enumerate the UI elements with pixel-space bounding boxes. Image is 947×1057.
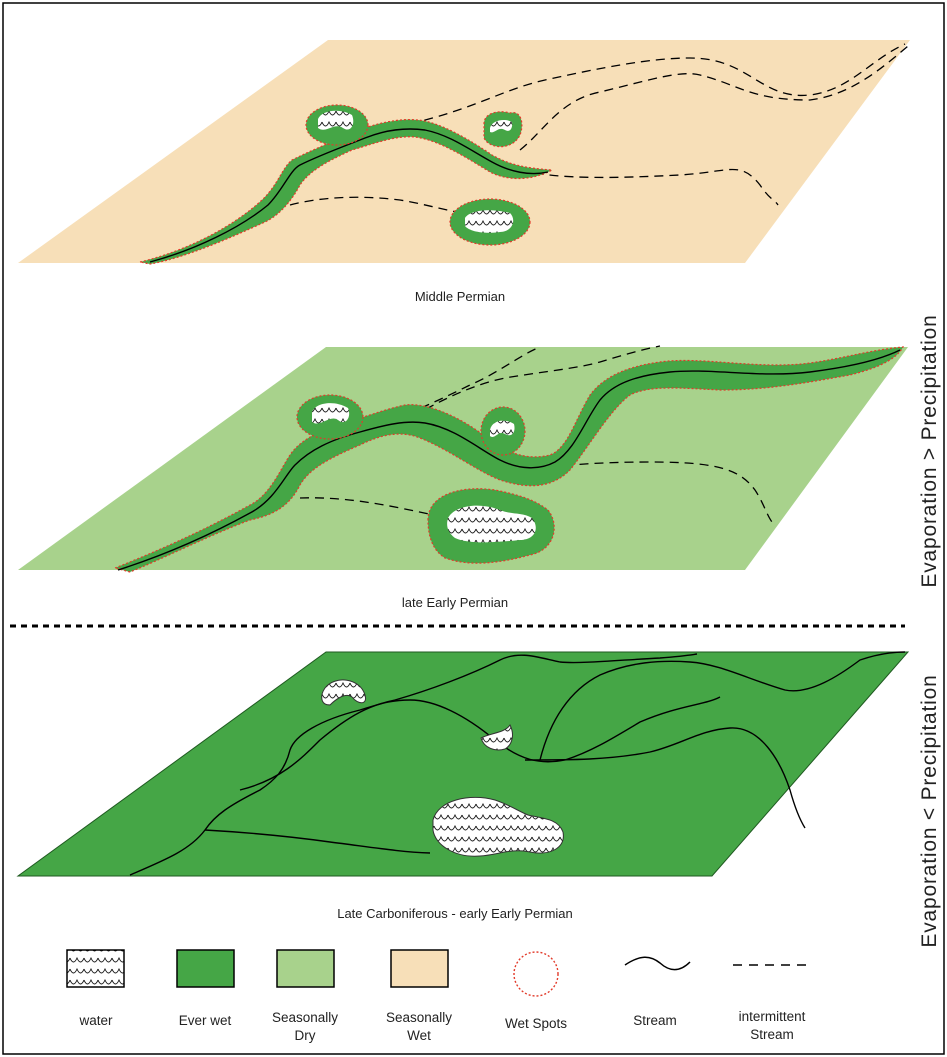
- ever-wet-plain: [16, 651, 910, 877]
- side-label-evaporation-greater: Evaporation > Precipitation: [918, 314, 941, 587]
- stream: [149, 128, 549, 263]
- wet-spot: [296, 394, 364, 440]
- side-label-evaporation-less: Evaporation < Precipitation: [918, 674, 941, 947]
- water-body: [321, 679, 367, 706]
- panel-late-early-permian: late Early Permian: [18, 345, 908, 610]
- legend-label-stream: Stream: [633, 1013, 677, 1028]
- legend-label-water: water: [78, 1013, 113, 1028]
- water-body: [432, 796, 564, 857]
- ever-wet-swatch: [176, 949, 235, 988]
- legend-item-intermittent-stream: intermittent Stream: [733, 964, 808, 1042]
- panel-middle-permian: Middle Permian: [18, 40, 910, 304]
- legend-label-seasonally-dry: Seasonally: [272, 1010, 338, 1025]
- legend-item-ever-wet: Ever wet: [176, 949, 235, 1028]
- panel-caption: Middle Permian: [415, 289, 505, 304]
- intermittent-streams: [289, 43, 909, 216]
- panel-caption: late Early Permian: [402, 595, 508, 610]
- legend-item-water: water: [66, 949, 125, 1028]
- stream-swatch: [624, 956, 691, 971]
- wet-spot: [483, 111, 523, 148]
- legend-label-wet-spots: Wet Spots: [505, 1016, 567, 1031]
- water-body: [480, 723, 513, 751]
- legend: water Ever wet Seasonally Dry Seasonally…: [66, 949, 808, 1043]
- ever-wet-corridor: [113, 346, 905, 573]
- legend-item-wet-spots: Wet Spots: [505, 951, 567, 1031]
- legend-label-intermittent-stream-2: Stream: [750, 1027, 794, 1042]
- panel-late-carboniferous: Late Carboniferous - early Early Permian: [16, 651, 910, 921]
- legend-label-intermittent-stream: intermittent: [739, 1009, 806, 1024]
- legend-label-seasonally-wet-2: Wet: [407, 1028, 431, 1043]
- legend-item-seasonally-wet: Seasonally Wet: [386, 949, 452, 1043]
- wet-spot: [449, 198, 531, 246]
- legend-label-ever-wet: Ever wet: [179, 1013, 232, 1028]
- wet-spot: [305, 104, 369, 146]
- legend-item-seasonally-dry: Seasonally Dry: [272, 949, 338, 1043]
- wet-spots-swatch: [513, 951, 559, 997]
- legend-item-stream: Stream: [624, 956, 691, 1028]
- stream: [117, 349, 901, 571]
- legend-label-seasonally-wet: Seasonally: [386, 1010, 452, 1025]
- seasonally-dry-swatch: [276, 949, 335, 988]
- legend-label-seasonally-dry-2: Dry: [295, 1028, 316, 1043]
- ever-wet-corridor: [139, 118, 555, 265]
- streams: [129, 651, 906, 876]
- seasonally-wet-swatch: [390, 949, 449, 988]
- wet-spot: [427, 488, 555, 564]
- water-swatch: [66, 949, 125, 988]
- wet-spot: [480, 406, 526, 456]
- panel-caption: Late Carboniferous - early Early Permian: [337, 906, 573, 921]
